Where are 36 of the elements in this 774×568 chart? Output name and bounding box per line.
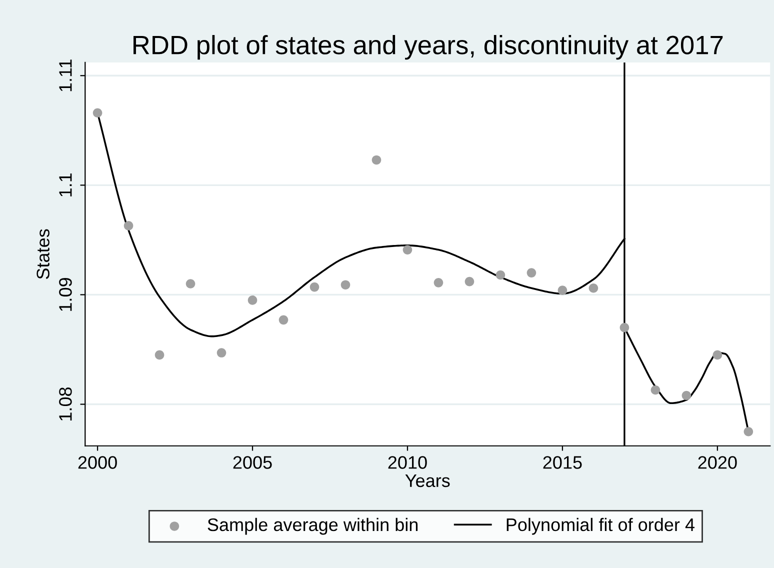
- point: [216, 348, 226, 358]
- point: [278, 315, 288, 325]
- point: [154, 350, 164, 360]
- point: [620, 322, 630, 332]
- point: [588, 283, 598, 293]
- y-tick-label: 1.09: [59, 278, 72, 311]
- x-tick-label: 2005: [233, 456, 272, 469]
- point: [92, 108, 102, 118]
- point: [310, 282, 320, 292]
- y-tick-label: 1.08: [59, 387, 72, 420]
- point: [526, 268, 536, 278]
- point: [248, 296, 258, 305]
- legend-label: Polynomial fit of order 4: [506, 518, 695, 535]
- x-axis-title: Years: [405, 474, 450, 488]
- point: [712, 350, 722, 360]
- point: [372, 155, 382, 165]
- point: [464, 276, 474, 286]
- point: [744, 426, 754, 436]
- legend-label: Sample average within bin: [208, 518, 418, 535]
- x-tick-label: 2015: [543, 456, 582, 469]
- point: [186, 279, 196, 288]
- point: [402, 245, 412, 254]
- point: [434, 278, 444, 288]
- chart-title: RDD plot of states and years, discontinuity at 2017: [134, 35, 723, 60]
- y-tick-label: 1.1: [59, 174, 72, 196]
- x-tick-label: 2000: [78, 456, 117, 469]
- y-tick-label: 1.11: [59, 60, 72, 92]
- point: [682, 390, 692, 400]
- x-tick-label: 2020: [698, 456, 737, 469]
- point: [650, 385, 660, 395]
- x-tick-label: 2010: [388, 456, 427, 469]
- point: [496, 270, 506, 280]
- point: [340, 280, 350, 290]
- y-axis-title: States: [36, 229, 50, 279]
- point: [124, 221, 134, 230]
- point: [558, 286, 568, 295]
